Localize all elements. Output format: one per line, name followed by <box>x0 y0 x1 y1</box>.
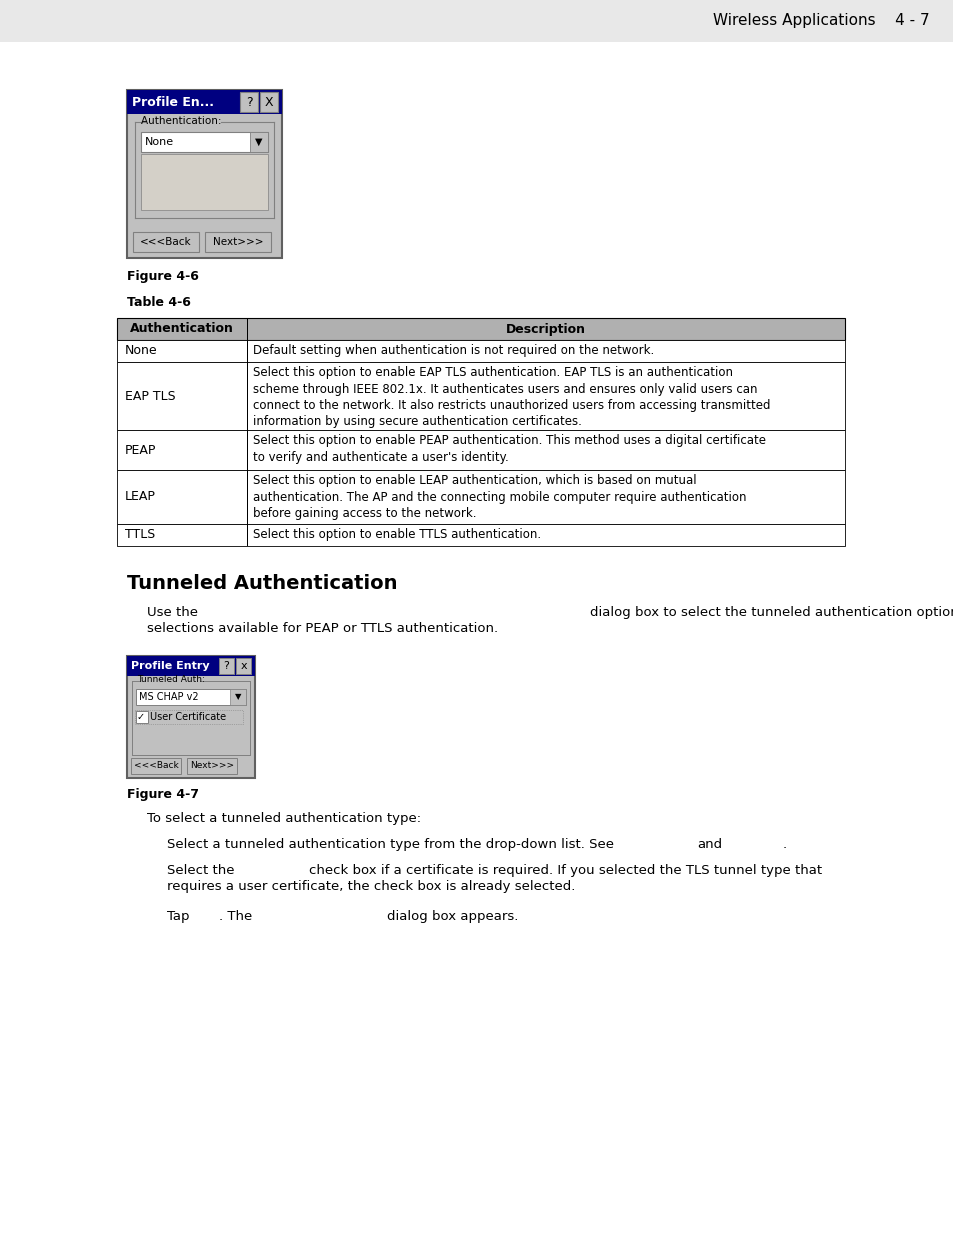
Text: and: and <box>697 839 721 851</box>
Bar <box>247 524 248 546</box>
Bar <box>117 340 844 362</box>
Text: requires a user certificate, the check box is already selected.: requires a user certificate, the check b… <box>167 881 575 893</box>
Bar <box>250 132 268 152</box>
Bar <box>240 91 257 112</box>
Bar <box>247 340 248 362</box>
Text: PEAP: PEAP <box>125 443 156 457</box>
Text: None: None <box>145 137 174 147</box>
Text: Table 4-6: Table 4-6 <box>127 296 191 309</box>
Text: Figure 4-6: Figure 4-6 <box>127 270 198 283</box>
Text: Wireless Applications    4 - 7: Wireless Applications 4 - 7 <box>713 14 929 28</box>
Text: ?: ? <box>223 661 230 671</box>
Bar <box>127 656 254 676</box>
Text: To select a tunneled authentication type:: To select a tunneled authentication type… <box>147 811 420 825</box>
Text: Tap: Tap <box>167 910 190 923</box>
Text: Select this option to enable TTLS authentication.: Select this option to enable TTLS authen… <box>253 529 540 541</box>
Text: None: None <box>125 345 157 357</box>
Bar <box>117 524 844 546</box>
Text: Next>>>: Next>>> <box>213 237 263 247</box>
Text: X: X <box>264 95 273 109</box>
Text: Select a tunneled authentication type from the drop-down list. See: Select a tunneled authentication type fr… <box>167 839 614 851</box>
Text: . The: . The <box>219 910 252 923</box>
Text: EAP TLS: EAP TLS <box>125 389 175 403</box>
Bar <box>187 758 236 774</box>
Bar <box>136 689 246 705</box>
Text: Use the: Use the <box>147 606 198 619</box>
Bar <box>117 317 844 340</box>
Text: Select this option to enable LEAP authentication, which is based on mutual
authe: Select this option to enable LEAP authen… <box>253 474 745 520</box>
Bar <box>247 362 248 430</box>
Text: <<<Back: <<<Back <box>140 237 192 247</box>
Bar <box>205 232 271 252</box>
Text: Description: Description <box>505 322 585 336</box>
Bar <box>136 711 148 722</box>
Text: Default setting when authentication is not required on the network.: Default setting when authentication is n… <box>253 345 654 357</box>
Text: Profile Entry: Profile Entry <box>131 661 210 671</box>
Bar <box>117 471 844 524</box>
Bar <box>117 362 844 430</box>
Text: User Certificate: User Certificate <box>150 713 226 722</box>
Text: selections available for PEAP or TTLS authentication.: selections available for PEAP or TTLS au… <box>147 622 497 635</box>
Text: ▼: ▼ <box>255 137 262 147</box>
Text: check box if a certificate is required. If you selected the TLS tunnel type that: check box if a certificate is required. … <box>309 864 821 877</box>
Bar <box>247 471 248 524</box>
Text: Profile En...: Profile En... <box>132 95 213 109</box>
Bar <box>219 658 233 674</box>
Text: Authentication:: Authentication: <box>141 116 225 126</box>
Text: Select this option to enable PEAP authentication. This method uses a digital cer: Select this option to enable PEAP authen… <box>253 433 765 463</box>
Bar <box>127 656 254 778</box>
Text: ▼: ▼ <box>234 693 241 701</box>
Text: Select the: Select the <box>167 864 234 877</box>
Text: .: . <box>782 839 786 851</box>
Text: dialog box to select the tunneled authentication options. There are different: dialog box to select the tunneled authen… <box>589 606 953 619</box>
Text: TTLS: TTLS <box>125 529 155 541</box>
Bar <box>135 710 243 724</box>
Bar <box>247 430 248 471</box>
Text: ?: ? <box>246 95 252 109</box>
Text: MS CHAP v2: MS CHAP v2 <box>139 692 198 701</box>
Text: Tunneled Authentication: Tunneled Authentication <box>127 574 397 593</box>
Text: x: x <box>240 661 247 671</box>
Text: Authentication: Authentication <box>130 322 233 336</box>
Text: Next>>>: Next>>> <box>190 762 233 771</box>
Text: ✓: ✓ <box>137 713 145 722</box>
Text: Tunneled Auth:: Tunneled Auth: <box>137 676 205 684</box>
Text: LEAP: LEAP <box>125 490 155 504</box>
Bar <box>132 232 199 252</box>
Text: dialog box appears.: dialog box appears. <box>387 910 517 923</box>
Text: <<<Back: <<<Back <box>133 762 178 771</box>
Bar <box>117 430 844 471</box>
Bar <box>131 758 181 774</box>
Bar <box>235 658 251 674</box>
Text: Select this option to enable EAP TLS authentication. EAP TLS is an authenticatio: Select this option to enable EAP TLS aut… <box>253 366 770 429</box>
Bar <box>247 317 248 340</box>
Bar <box>230 689 246 705</box>
Bar <box>127 90 282 258</box>
Bar <box>127 90 282 114</box>
Bar <box>141 154 268 210</box>
Bar <box>260 91 277 112</box>
Bar <box>0 0 953 42</box>
Text: Figure 4-7: Figure 4-7 <box>127 788 199 802</box>
Bar <box>141 132 268 152</box>
